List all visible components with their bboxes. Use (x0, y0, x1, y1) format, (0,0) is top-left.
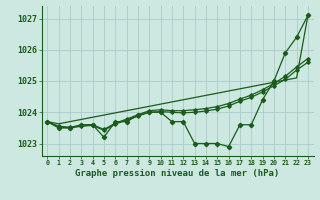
X-axis label: Graphe pression niveau de la mer (hPa): Graphe pression niveau de la mer (hPa) (76, 169, 280, 178)
